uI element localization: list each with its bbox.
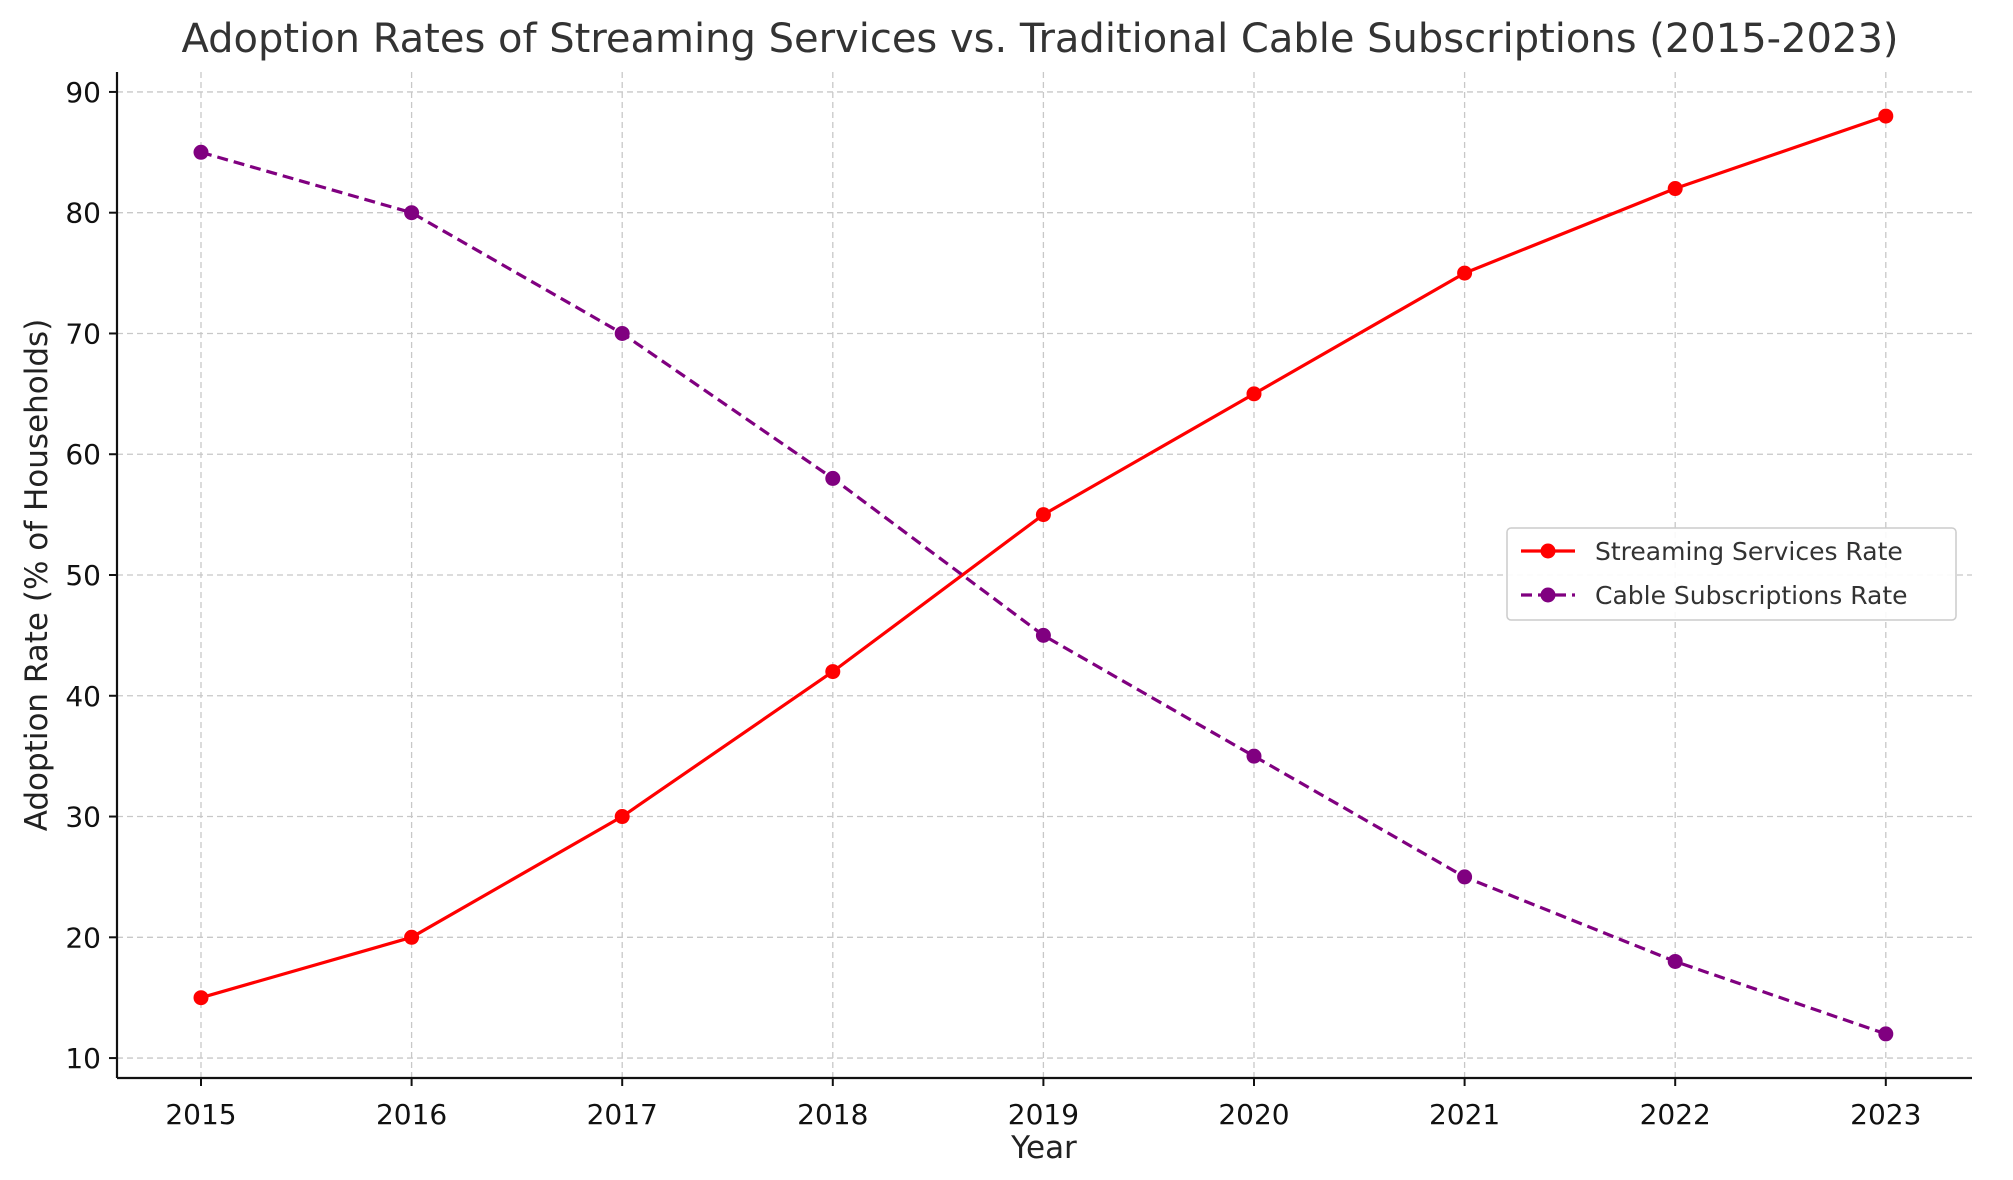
legend-marker-streaming [1540,543,1556,559]
x-tick-label: 2022 [1640,1098,1711,1131]
y-tick-label: 60 [65,438,101,471]
legend-frame [1506,527,1957,621]
data-point-streaming [1878,108,1894,124]
x-axis-label: Year [1010,1130,1077,1166]
y-tick-label: 20 [65,921,101,954]
x-tick-label: 2020 [1218,1098,1289,1131]
y-tick-label: 40 [65,680,101,713]
y-axis-label: Adoption Rate (% of Households) [19,319,55,832]
data-point-cable [614,325,630,341]
legend-marker-cable [1540,587,1556,603]
chart-title: Adoption Rates of Streaming Services vs.… [182,16,1899,62]
data-point-cable [1878,1026,1894,1042]
legend-label-streaming: Streaming Services Rate [1595,537,1903,566]
data-point-cable [404,205,420,221]
data-point-cable [1457,869,1473,885]
data-point-cable [825,470,841,486]
series-line-cable [200,150,1887,1036]
y-tick-label: 30 [65,801,101,834]
x-tick-label: 2017 [587,1098,658,1131]
data-series [193,108,1894,1042]
x-tick-label: 2016 [376,1098,447,1131]
data-point-cable [1246,748,1262,764]
data-point-streaming [825,664,841,680]
x-tick-label: 2015 [165,1098,236,1131]
data-point-cable [1667,953,1683,969]
y-tick-label: 10 [65,1042,101,1075]
data-point-streaming [1246,386,1262,402]
data-point-cable [1035,627,1051,643]
legend-label-cable: Cable Subscriptions Rate [1595,581,1908,610]
data-point-streaming [614,809,630,825]
y-tick-label: 80 [65,197,101,230]
legend: Streaming Services Rate Cable Subscripti… [1506,527,1957,621]
x-tick-label: 2019 [1008,1098,1079,1131]
data-point-cable [193,144,209,160]
data-point-streaming [193,990,209,1006]
data-point-streaming [1457,265,1473,281]
data-point-streaming [1667,181,1683,197]
axis-ticks: 2015 2016 2017 2018 2019 2020 2021 2022 2023 10 20… [65,76,1921,1131]
y-tick-label: 50 [65,559,101,592]
y-tick-label: 70 [65,317,101,350]
x-tick-label: 2023 [1850,1098,1921,1131]
y-tick-label: 90 [65,76,101,109]
data-point-streaming [1035,507,1051,523]
x-tick-label: 2018 [797,1098,868,1131]
x-tick-label: 2021 [1429,1098,1500,1131]
data-point-streaming [404,929,420,945]
